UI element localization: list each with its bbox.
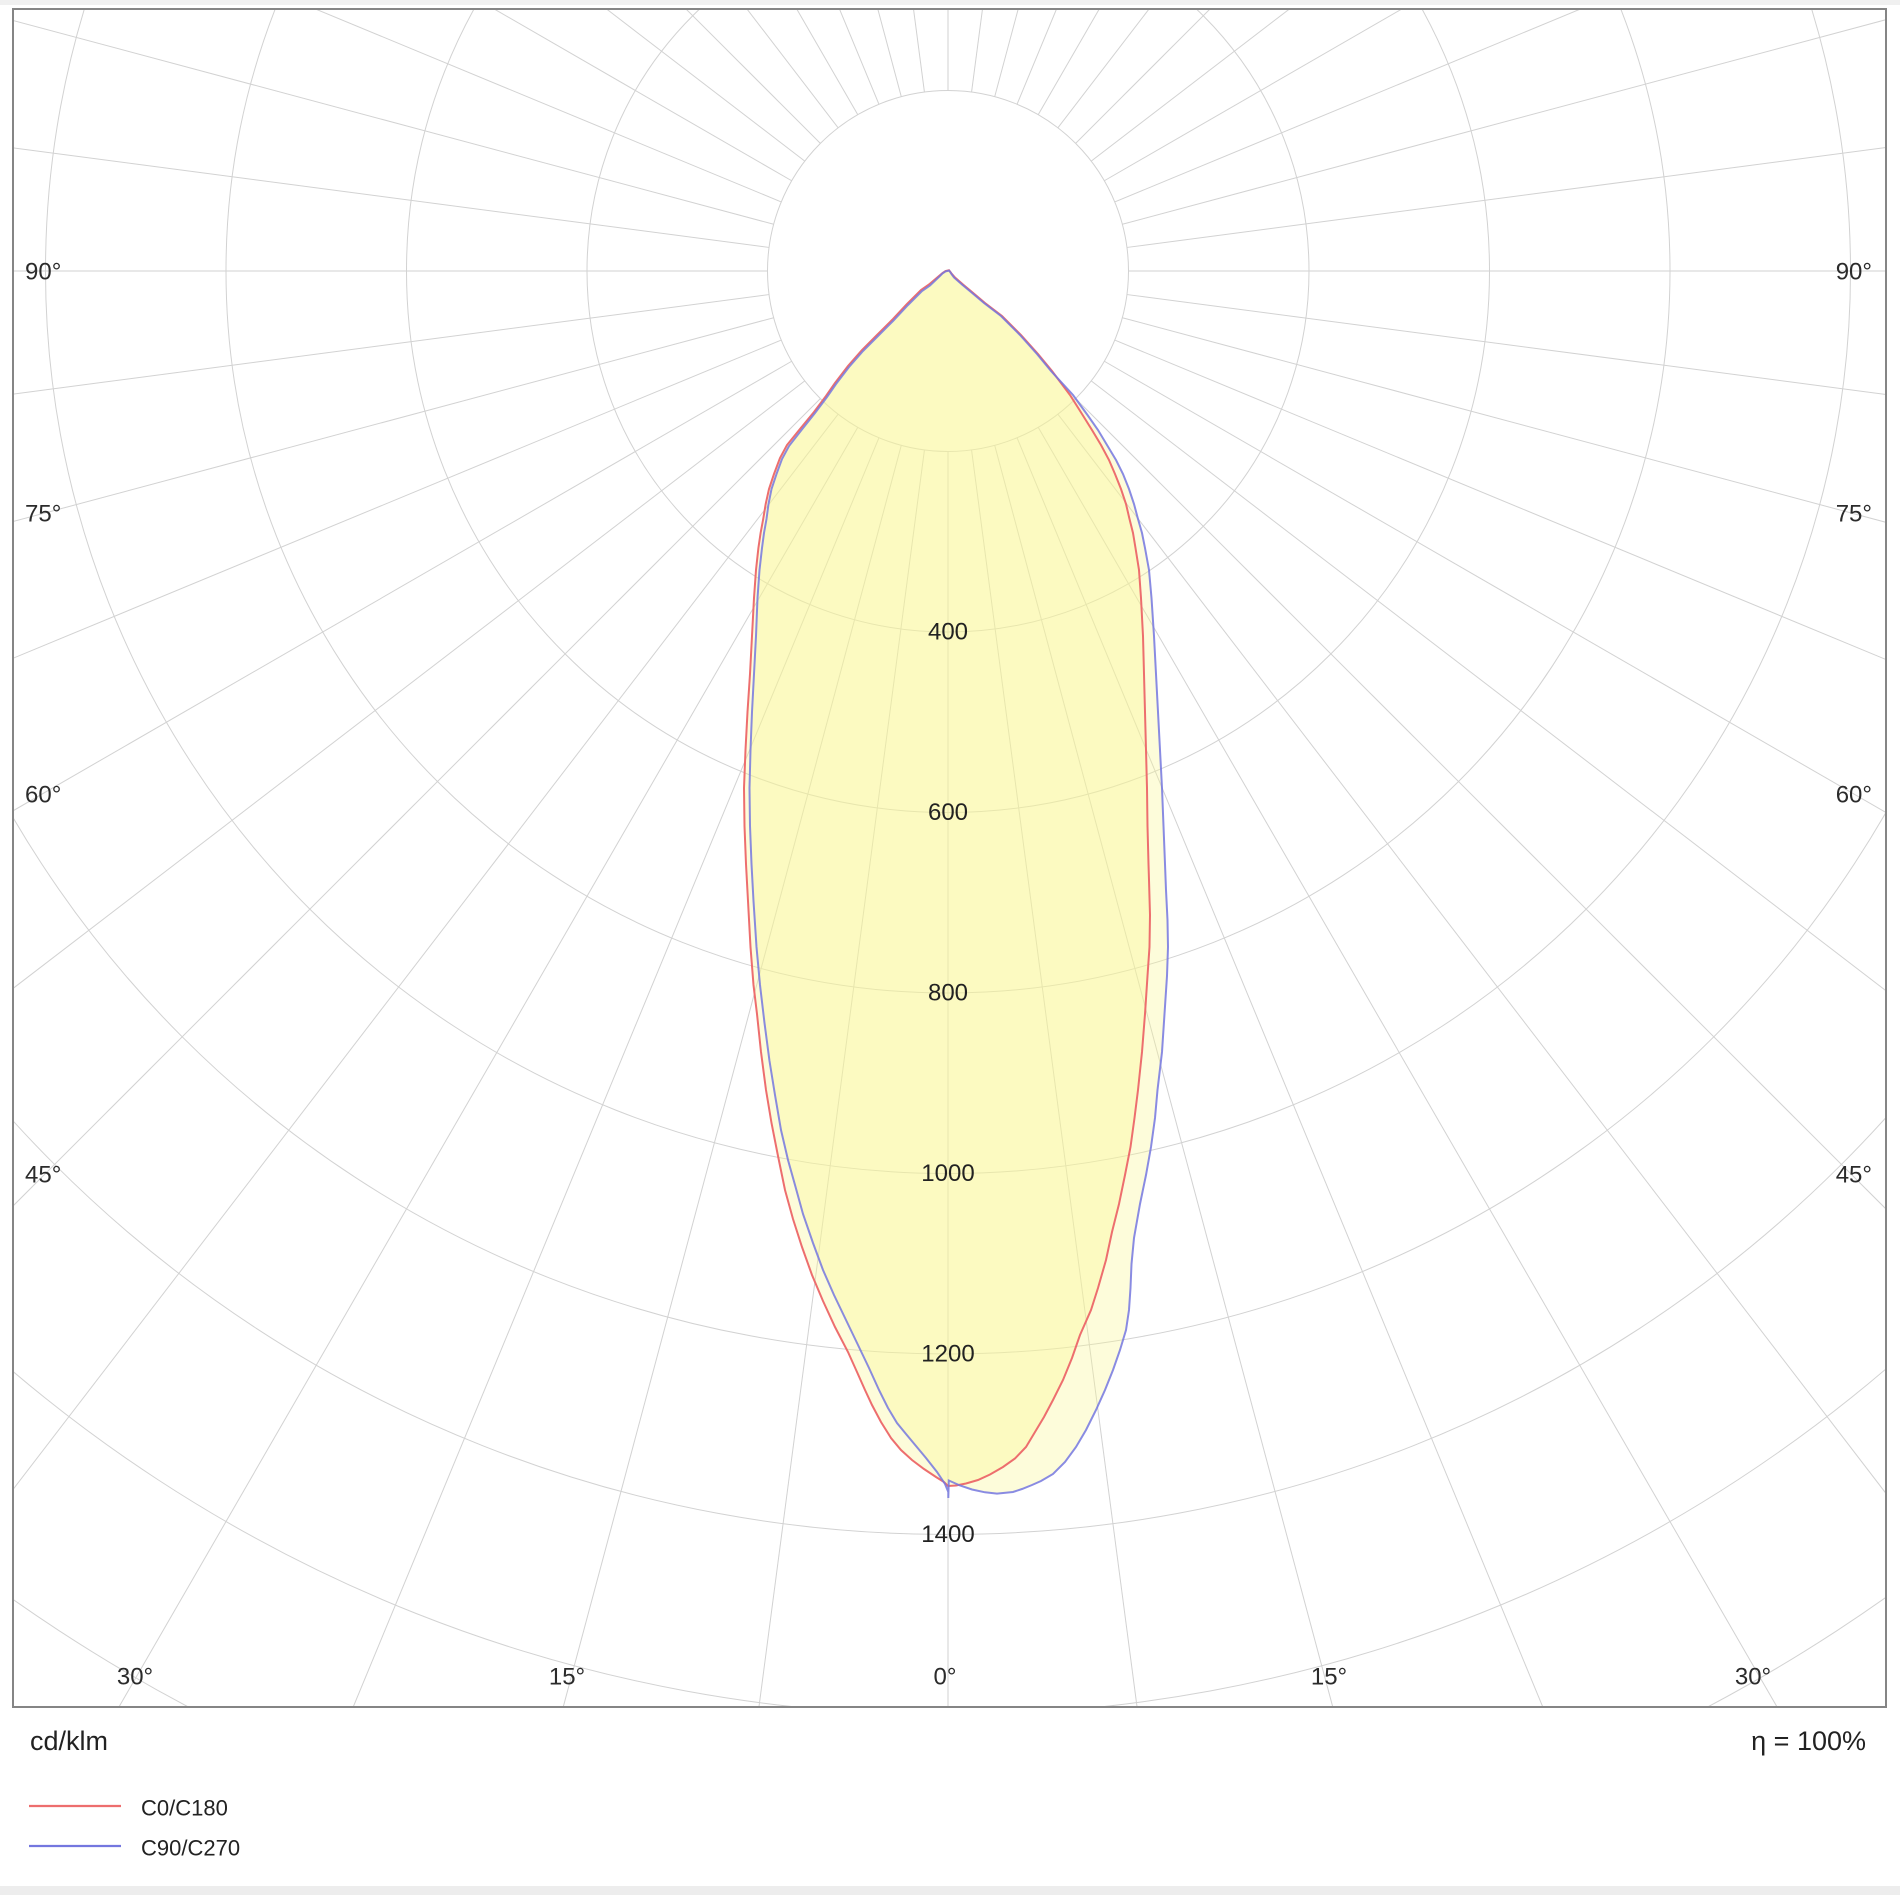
svg-text:15°: 15°	[1311, 1664, 1347, 1691]
svg-text:1400: 1400	[921, 1521, 974, 1548]
svg-text:cd/klm: cd/klm	[30, 1726, 108, 1756]
svg-text:800: 800	[928, 980, 968, 1007]
svg-text:60°: 60°	[1836, 782, 1872, 809]
svg-text:η = 100%: η = 100%	[1751, 1726, 1866, 1756]
svg-text:90°: 90°	[25, 259, 61, 286]
svg-text:15°: 15°	[549, 1664, 585, 1691]
svg-text:75°: 75°	[25, 501, 61, 528]
svg-text:30°: 30°	[117, 1664, 153, 1691]
svg-text:1000: 1000	[921, 1160, 974, 1187]
svg-text:600: 600	[928, 799, 968, 826]
svg-text:45°: 45°	[25, 1162, 61, 1189]
svg-text:45°: 45°	[1836, 1162, 1872, 1189]
svg-text:0°: 0°	[934, 1664, 957, 1691]
svg-text:1200: 1200	[921, 1341, 974, 1368]
svg-text:30°: 30°	[1735, 1664, 1771, 1691]
svg-text:C0/C180: C0/C180	[141, 1796, 228, 1821]
svg-text:400: 400	[928, 619, 968, 646]
svg-text:90°: 90°	[1836, 259, 1872, 286]
svg-text:75°: 75°	[1836, 501, 1872, 528]
svg-text:60°: 60°	[25, 782, 61, 809]
svg-text:C90/C270: C90/C270	[141, 1836, 240, 1861]
